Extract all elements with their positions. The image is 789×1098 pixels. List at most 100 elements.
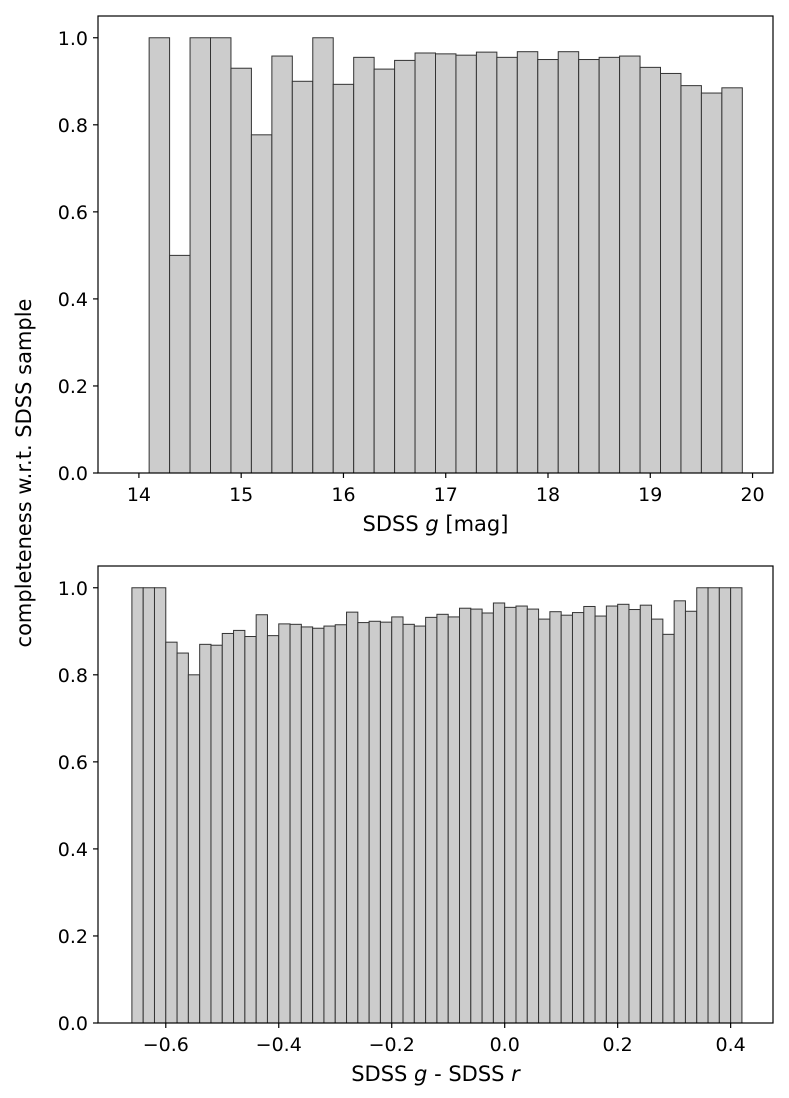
y-tick-label: 0.2 — [58, 926, 88, 948]
histogram-bar — [496, 56, 518, 474]
x-tick-label: 17 — [434, 484, 458, 506]
histogram-bar — [391, 616, 404, 1024]
histogram-bar — [413, 625, 427, 1024]
magnitude-completeness-chart: 14 15 16 17 18 19 20 0.0 0.2 0.4 0.6 0.8 1.0 SDSS g [… — [58, 15, 774, 536]
histogram-bar — [605, 605, 619, 1024]
histogram-bar — [515, 605, 528, 1024]
y-tick-label: 0.0 — [58, 1013, 88, 1035]
y-tick-label: 0.8 — [58, 665, 88, 687]
histogram-bar — [628, 609, 641, 1024]
histogram-bar — [660, 72, 682, 474]
histogram-bar — [165, 641, 178, 1024]
x-tick-label: 0.0 — [490, 1034, 520, 1056]
histogram-bar — [230, 67, 252, 474]
histogram-bar — [323, 625, 336, 1024]
x-axis-label: SDSS g - SDSS r — [351, 1062, 521, 1086]
histogram-bar — [651, 618, 664, 1024]
histogram-bar — [332, 83, 355, 474]
y-tick-label: 0.6 — [58, 752, 88, 774]
y-tick-label: 0.8 — [58, 115, 88, 137]
histogram-bar — [730, 587, 743, 1024]
histogram-bar — [455, 54, 477, 474]
y-tick-label: 0.6 — [58, 202, 88, 224]
histogram-bar — [300, 626, 314, 1024]
histogram-bar — [334, 624, 348, 1024]
histogram-bar — [353, 56, 375, 474]
histogram-bar — [250, 134, 273, 474]
histogram-bar — [598, 56, 621, 474]
y-tick-label: 0.4 — [58, 289, 88, 311]
histogram-bar — [639, 66, 662, 474]
histogram-bar — [492, 602, 506, 1024]
histogram-bar — [271, 55, 293, 474]
histogram-bar — [557, 51, 580, 474]
x-tick-label: −0.2 — [369, 1034, 415, 1056]
histogram-bar — [148, 37, 171, 474]
x-tick-label: 19 — [638, 484, 662, 506]
histogram-bar — [176, 652, 189, 1024]
x-tick-label: 0.4 — [716, 1034, 746, 1056]
x-axis-label: SDSS g [mag] — [363, 512, 509, 536]
histogram-bar — [357, 622, 370, 1024]
x-tick-label: 20 — [740, 484, 764, 506]
x-tick-label: −0.4 — [256, 1034, 302, 1056]
histogram-bar — [221, 632, 235, 1024]
histogram-bar — [278, 623, 291, 1024]
histogram-bar — [199, 643, 212, 1024]
histogram-bar — [402, 623, 415, 1024]
histogram-bar — [516, 51, 539, 474]
histogram-bar — [346, 611, 359, 1024]
histogram-bar — [684, 610, 698, 1024]
y-tick-label: 0.2 — [58, 376, 88, 398]
histogram-bar — [504, 606, 517, 1024]
color-completeness-chart: −0.6 −0.4 −0.2 0.0 0.2 0.4 0.0 0.2 0.4 0.6 0.8 1.0 S… — [58, 565, 774, 1086]
histogram-bar — [538, 618, 551, 1024]
histogram-bar — [560, 614, 573, 1024]
histogram-bar — [379, 621, 393, 1024]
histogram-bar — [210, 37, 232, 474]
x-tick-label: 16 — [331, 484, 355, 506]
histogram-bar — [617, 603, 630, 1024]
x-tick-label: −0.6 — [143, 1034, 189, 1056]
histogram-bar — [673, 600, 686, 1024]
histogram-bar — [707, 587, 720, 1024]
y-tick-label: 0.0 — [58, 463, 88, 485]
histogram-bar — [436, 613, 449, 1024]
histogram-bar — [289, 623, 302, 1024]
histogram-bar — [131, 587, 144, 1024]
histogram-bar — [414, 52, 436, 474]
x-tick-label: 18 — [536, 484, 560, 506]
histogram-bar — [696, 587, 709, 1024]
histogram-bar — [578, 59, 600, 474]
histogram-bar — [187, 674, 201, 1024]
histogram-bar — [244, 636, 257, 1024]
histogram-bar — [470, 608, 483, 1024]
histogram-bar — [721, 87, 743, 474]
histogram-bar — [571, 612, 585, 1024]
histogram-bar — [169, 254, 191, 474]
histogram-bar — [233, 629, 246, 1024]
histogram-bar — [594, 615, 607, 1024]
histogram-bar — [526, 608, 540, 1024]
histogram-bar — [142, 587, 155, 1024]
histogram-bar — [368, 620, 381, 1024]
y-tick-label: 0.4 — [58, 839, 88, 861]
histogram-bar — [537, 59, 559, 474]
x-tick-label: 14 — [127, 484, 151, 506]
histogram-bar — [189, 37, 212, 474]
histogram-bar — [373, 68, 396, 474]
histogram-bar — [459, 607, 472, 1024]
histogram-bar — [619, 55, 641, 474]
histogram-bar — [425, 616, 438, 1024]
histogram-bar — [312, 627, 325, 1024]
histogram-bar — [700, 92, 723, 474]
x-tick-label: 15 — [229, 484, 253, 506]
y-tick-label: 1.0 — [58, 578, 88, 600]
histogram-bar — [266, 635, 280, 1024]
histogram-bar — [662, 633, 675, 1024]
histogram-bar — [394, 59, 416, 474]
histogram-bar — [210, 644, 223, 1024]
histogram-bar — [435, 53, 457, 474]
plot-frame — [97, 565, 774, 1024]
